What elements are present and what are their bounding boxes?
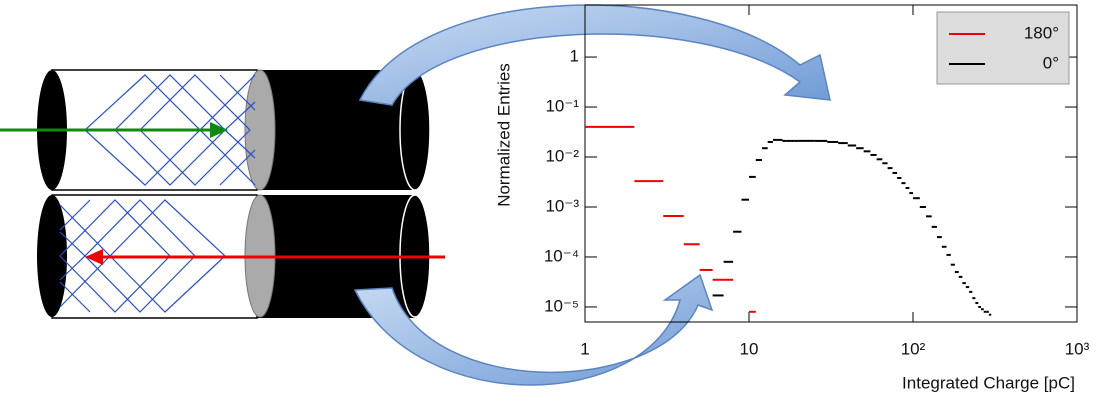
y-tick-label: 10⁻⁴ <box>544 246 579 265</box>
y-tick-label: 10⁻⁵ <box>544 296 579 315</box>
x-tick-label: 10 <box>740 339 759 358</box>
y-tick-label: 10⁻¹ <box>545 97 579 116</box>
page: {"chart_data": { "type": "histogram", "x… <box>0 0 1099 404</box>
x-tick-label: 1 <box>580 339 589 358</box>
curved-arrow <box>360 5 830 105</box>
y-axis-label: Normalized Entries <box>494 63 513 207</box>
x-axis-label: Integrated Charge [pC] <box>902 373 1075 392</box>
y-tick-label: 10⁻² <box>545 146 579 165</box>
y-tick-label: 1 <box>570 47 579 66</box>
x-tick-label: 10³ <box>1065 339 1090 358</box>
y-tick-label: 10⁻³ <box>545 196 579 215</box>
figure: Integrated Charge [pC] Normalized Entrie… <box>0 0 1099 404</box>
cylinder-cap <box>37 195 67 317</box>
legend-label: 0° <box>1043 53 1059 72</box>
detector-diagram <box>0 5 830 385</box>
legend-label: 180° <box>1024 23 1059 42</box>
x-tick-label: 10² <box>901 339 926 358</box>
